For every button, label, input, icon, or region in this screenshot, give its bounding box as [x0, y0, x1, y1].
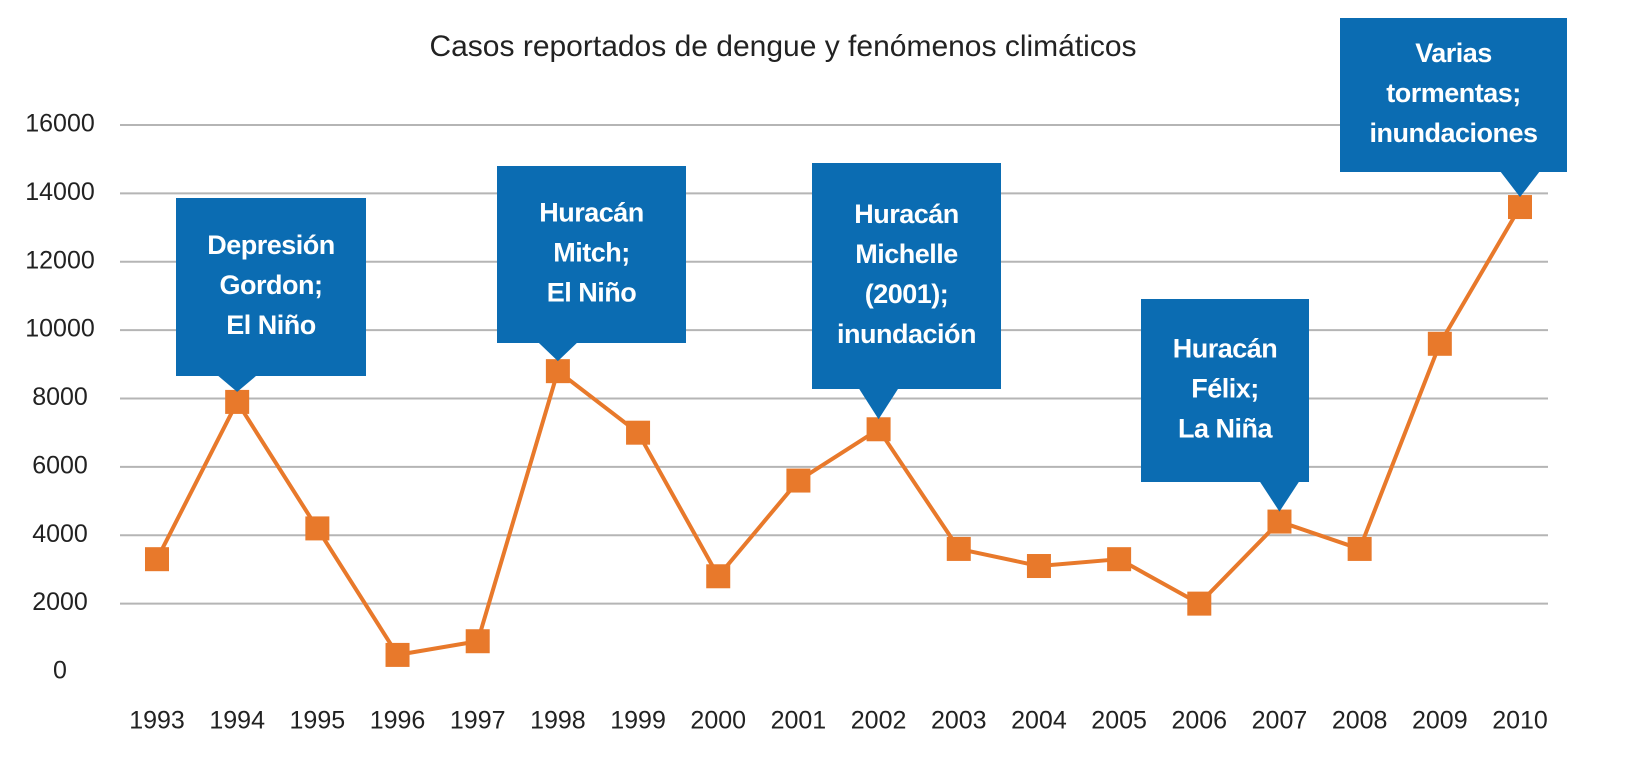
y-tick-label: 12000	[25, 246, 95, 274]
callout-text: Félix;	[1191, 374, 1259, 404]
callout-text: El Niño	[226, 310, 316, 340]
y-tick-label: 10000	[25, 315, 95, 343]
marker	[866, 417, 891, 442]
x-tick-label: 1994	[209, 707, 265, 735]
x-tick-label: 2002	[851, 707, 907, 735]
data-line	[155, 206, 1522, 657]
marker	[706, 564, 731, 589]
callout-text: tormentas;	[1386, 78, 1521, 108]
callout-box	[1141, 299, 1309, 482]
callout-text: Huracán	[539, 198, 644, 228]
marker	[225, 389, 250, 414]
callout-pointer	[858, 388, 899, 420]
x-tick-label: 2007	[1252, 707, 1308, 735]
marker	[305, 516, 330, 541]
marker	[1508, 195, 1532, 220]
callout-text: Depresión	[207, 230, 335, 260]
callout-text: Huracán	[1173, 334, 1278, 364]
x-tick-label: 1998	[530, 707, 586, 735]
y-tick-label: 2000	[32, 588, 88, 616]
marker	[465, 629, 490, 654]
callout-text: La Niña	[1178, 414, 1274, 444]
marker	[786, 468, 811, 493]
callout-box	[1340, 18, 1567, 172]
callout-text: Mitch;	[553, 238, 629, 268]
x-tick-label: 1999	[610, 707, 666, 735]
x-tick-label: 1995	[290, 707, 346, 735]
x-tick-label: 2000	[690, 707, 746, 735]
x-tick-label: 2003	[931, 707, 987, 735]
marker	[946, 536, 971, 561]
callout-text: inundación	[837, 319, 976, 349]
callout-pointer	[1500, 171, 1540, 198]
y-tick-label: 16000	[25, 110, 95, 138]
callout-box	[812, 163, 1001, 389]
x-tick-label: 2005	[1091, 707, 1147, 735]
x-tick-label: 1993	[129, 707, 185, 735]
marker	[1187, 591, 1212, 616]
marker	[1347, 536, 1372, 561]
x-tick-label: 2006	[1171, 707, 1227, 735]
callout-text: Michelle	[855, 239, 958, 269]
x-tick-label: 2004	[1011, 707, 1067, 735]
y-tick-label: 8000	[32, 383, 88, 411]
x-tick-label: 1997	[450, 707, 506, 735]
callout-text: Huracán	[854, 199, 959, 229]
x-tick-label: 2001	[771, 707, 827, 735]
y-tick-label: 6000	[32, 451, 88, 479]
callout-text: El Niño	[547, 278, 637, 308]
callout-text: inundaciones	[1369, 118, 1537, 148]
x-tick-label: 2008	[1332, 707, 1388, 735]
chart-title: Casos reportados de dengue y fenómenos c…	[429, 30, 1136, 63]
callout-pointer	[217, 375, 258, 392]
marker	[626, 420, 651, 445]
marker	[1026, 554, 1051, 579]
callout-text: Gordon;	[220, 270, 323, 300]
y-tick-label: 0	[53, 657, 67, 685]
callout-box	[497, 166, 686, 343]
callout-pointer	[1259, 481, 1300, 512]
callout-pointer	[537, 342, 578, 362]
callout-text: Varias	[1415, 38, 1492, 68]
y-tick-label: 4000	[32, 520, 88, 548]
marker	[1427, 331, 1452, 356]
marker	[1267, 509, 1292, 534]
y-tick-label: 14000	[25, 178, 95, 206]
marker	[385, 642, 410, 667]
x-tick-label: 2009	[1412, 707, 1468, 735]
marker	[1107, 547, 1132, 572]
marker	[145, 547, 169, 572]
callout-text: (2001);	[865, 279, 949, 309]
x-tick-label: 2010	[1492, 707, 1548, 735]
callout-box	[176, 198, 366, 376]
x-tick-label: 1996	[370, 707, 426, 735]
marker	[545, 359, 570, 384]
